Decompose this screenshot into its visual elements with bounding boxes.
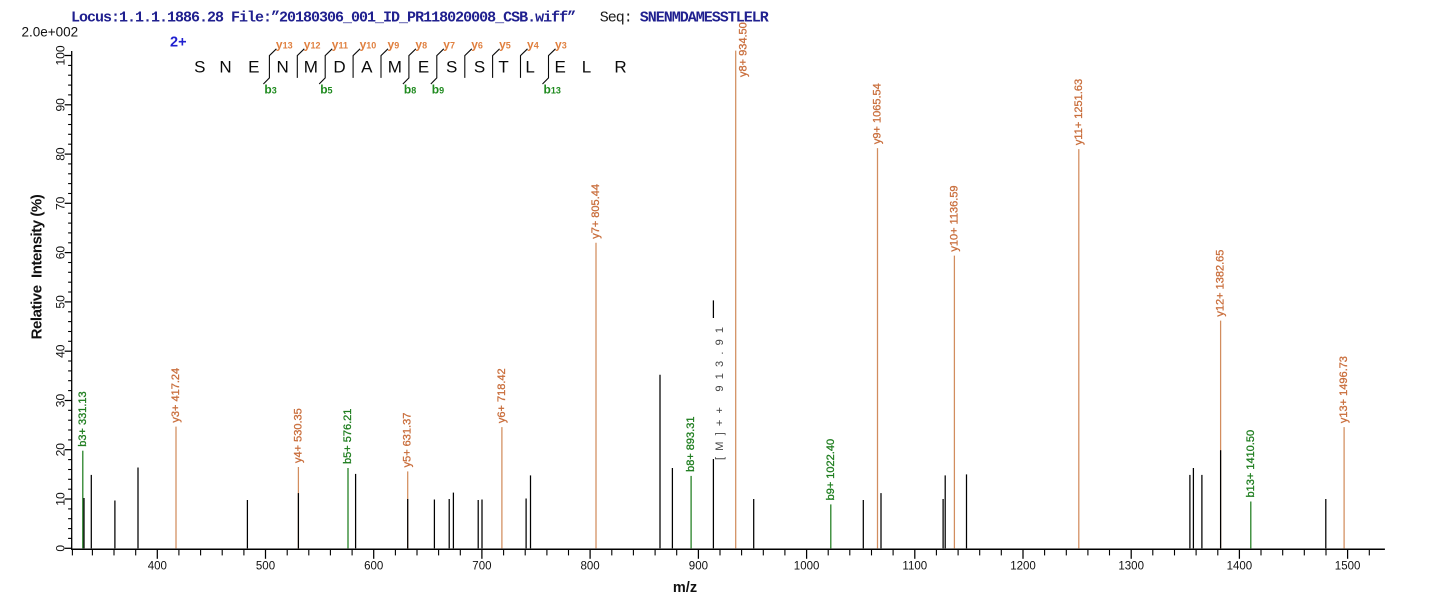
svg-text:b3: b3 [264,83,276,97]
svg-text:M: M [304,58,318,77]
svg-text:Seq:: Seq: [600,10,632,27]
svg-text:[M]++ 913.91: [M]++ 913.91 [714,321,726,460]
svg-text:50: 50 [54,295,68,309]
svg-text:800: 800 [581,561,600,573]
svg-text:1400: 1400 [1227,561,1253,573]
svg-text:Relative Intensity (%): Relative Intensity (%) [29,194,46,339]
svg-text:Locus:1.1.1.1886.28 File:”2018: Locus:1.1.1.1886.28 File:”20180306_001_I… [71,10,575,27]
svg-text:y10: y10 [360,37,377,51]
svg-text:1100: 1100 [902,561,927,573]
svg-text:S: S [194,58,205,77]
svg-text:y6: y6 [471,37,483,51]
svg-text:y3+ 417.24: y3+ 417.24 [170,368,182,423]
svg-text:E: E [418,58,429,77]
svg-text:y8+ 934.50: y8+ 934.50 [738,22,750,77]
svg-text:L: L [525,58,534,77]
svg-text:1200: 1200 [1010,561,1036,573]
svg-text:1500: 1500 [1335,561,1361,573]
svg-text:y11: y11 [332,37,348,51]
svg-text:30: 30 [54,394,68,408]
svg-text:y7: y7 [443,37,455,51]
svg-text:900: 900 [689,561,708,573]
svg-text:1000: 1000 [794,561,820,573]
svg-text:A: A [361,58,373,77]
svg-text:80: 80 [54,147,68,161]
svg-text:y4+ 530.35: y4+ 530.35 [292,408,304,463]
svg-text:b5: b5 [320,83,332,97]
svg-text:2.0e+002: 2.0e+002 [22,25,79,40]
svg-text:60: 60 [54,246,68,260]
svg-text:S: S [474,58,485,77]
svg-text:y4: y4 [527,37,539,51]
svg-text:y5: y5 [499,37,511,51]
svg-text:y13+ 1496.73: y13+ 1496.73 [1338,356,1350,423]
svg-text:b9: b9 [432,83,444,97]
svg-text:70: 70 [54,196,68,210]
svg-text:y11+ 1251.63: y11+ 1251.63 [1073,79,1085,145]
svg-text:10: 10 [54,492,68,506]
svg-text:m/z: m/z [673,580,697,596]
svg-text:y12: y12 [304,37,321,51]
svg-text:M: M [388,58,402,77]
svg-text:b8+ 893.31: b8+ 893.31 [685,417,697,472]
svg-text:b3+ 331.13: b3+ 331.13 [77,391,89,446]
svg-text:y9+ 1065.54: y9+ 1065.54 [872,83,884,144]
svg-text:N: N [219,58,231,77]
svg-text:SNENMDAMESSTLELR: SNENMDAMESSTLELR [640,10,769,27]
svg-text:b13+ 1410.50: b13+ 1410.50 [1245,430,1257,498]
svg-text:400: 400 [148,561,167,573]
svg-text:T: T [498,58,508,77]
svg-text:y6+ 718.42: y6+ 718.42 [496,368,508,423]
svg-text:700: 700 [472,561,491,573]
svg-text:y9: y9 [388,37,400,51]
svg-text:b5+ 576.21: b5+ 576.21 [342,409,354,464]
svg-text:1300: 1300 [1118,561,1144,573]
svg-text:y7+ 805.44: y7+ 805.44 [590,184,602,239]
svg-text:N: N [277,58,289,77]
svg-text:y5+ 631.37: y5+ 631.37 [402,413,414,468]
svg-text:b13: b13 [544,83,561,97]
svg-text:y10+ 1136.59: y10+ 1136.59 [948,185,960,251]
svg-text:0: 0 [54,545,68,552]
svg-text:L: L [582,58,591,77]
svg-text:b8: b8 [404,83,416,97]
svg-text:y13: y13 [276,37,293,51]
svg-text:100: 100 [54,45,68,65]
svg-text:E: E [248,58,259,77]
svg-text:y12+ 1382.65: y12+ 1382.65 [1215,250,1227,317]
svg-text:2+: 2+ [170,35,187,51]
svg-text:600: 600 [364,561,383,573]
svg-text:500: 500 [256,561,275,573]
svg-text:20: 20 [54,443,68,457]
svg-text:y3: y3 [555,37,567,51]
svg-text:40: 40 [54,344,68,358]
svg-text:y8: y8 [415,37,427,51]
svg-text:S: S [446,58,457,77]
svg-text:R: R [614,58,626,77]
svg-text:D: D [333,58,345,77]
svg-text:90: 90 [54,98,68,112]
svg-text:b9+ 1022.40: b9+ 1022.40 [825,439,837,500]
svg-text:E: E [555,58,566,77]
